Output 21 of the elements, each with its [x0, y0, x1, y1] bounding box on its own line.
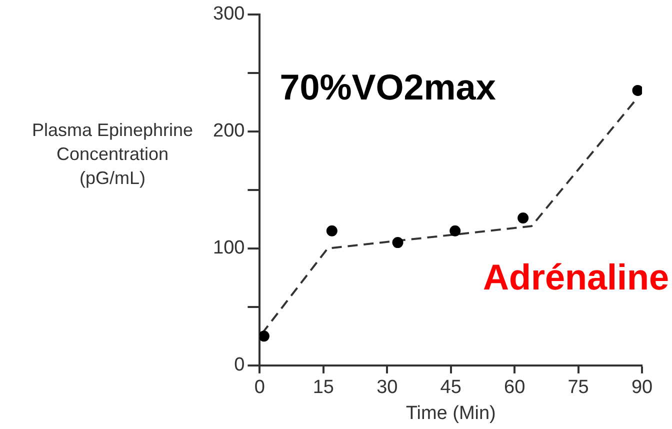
x-tick-label: 90 — [631, 377, 653, 398]
point — [632, 84, 642, 96]
x-tick-label: 15 — [312, 377, 334, 398]
x-tick-label: 75 — [568, 377, 589, 398]
x-tick-label: 60 — [504, 377, 526, 398]
y-axis-title: Plasma Epinephrine Concentration (pG/mL) — [30, 119, 194, 190]
point — [392, 237, 404, 248]
y-tick-label: 0 — [234, 354, 245, 376]
annotation: 70%VO2max — [280, 66, 496, 108]
y-tick-label: 100 — [213, 238, 245, 259]
x-axis-title: Time (Min) — [406, 402, 496, 424]
y-tick-label: 200 — [213, 120, 245, 142]
point — [518, 212, 529, 224]
x-tick-label: 45 — [440, 377, 462, 398]
point — [326, 225, 338, 236]
annotation: Adrénaline — [482, 256, 669, 298]
x-tick-label: 30 — [376, 377, 398, 398]
y-tick-label: 300 — [213, 4, 245, 25]
point — [450, 225, 461, 236]
x-tick-label: 0 — [254, 377, 265, 398]
point — [260, 330, 270, 342]
